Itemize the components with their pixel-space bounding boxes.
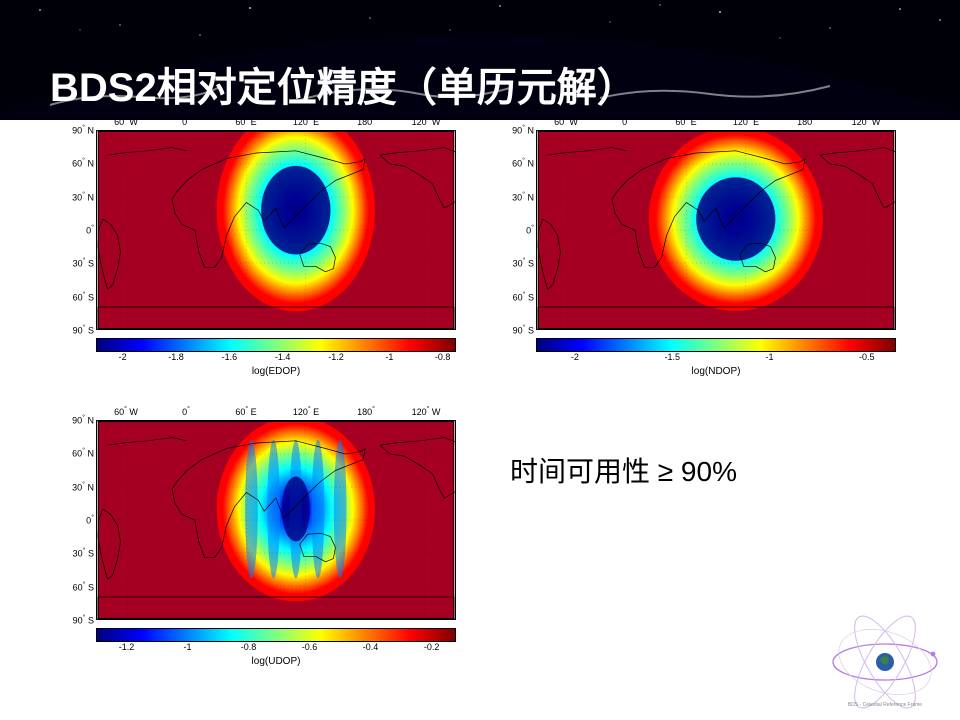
xtick-label: 0° (182, 116, 190, 127)
colorbar-tick: -1.8 (168, 352, 184, 362)
availability-text: 时间可用性 ≥ 90% (510, 450, 920, 490)
colorbar-tick: -1.2 (119, 642, 135, 652)
map-panel-edop: 90° N60° N30° N0°30° S60° S90° S60° W0°6… (60, 130, 460, 348)
xtick-label: 180° (797, 116, 815, 127)
colorbar-gradient (96, 338, 456, 352)
xtick-label: 120° E (733, 116, 759, 127)
colorbar-udop: -1.2 -1 -0.8 -0.6 -0.4 -0.2 log(UDOP) (96, 628, 456, 672)
ytick-label: 30° N (494, 191, 534, 202)
ytick-label: 60° N (494, 158, 534, 169)
xtick-label: 120° E (293, 406, 319, 417)
cell-ndop: 90° N60° N30° N0°30° S60° S90° S60° W0°6… (500, 130, 920, 410)
xtick-label: 120° E (293, 116, 319, 127)
colorbar-ndop: -2 -1.5 -1 -0.5 log(NDOP) (536, 338, 896, 382)
cell-udop: 90° N60° N30° N0°30° S60° S90° S60° W0°6… (60, 420, 480, 700)
colorbar-edop: -2 -1.8 -1.6 -1.4 -1.2 -1 -0.8 log(EDOP) (96, 338, 456, 382)
ytick-label: 0° (54, 515, 94, 526)
ytick-label: 90° N (494, 125, 534, 136)
ytick-label: 90° N (54, 415, 94, 426)
cell-edop: 90° N60° N30° N0°30° S60° S90° S60° W0°6… (60, 130, 480, 410)
xtick-label: 60° W (114, 116, 138, 127)
xtick-label: 180° (357, 116, 375, 127)
xtick-label: 0° (182, 406, 190, 417)
colorbar-gradient (96, 628, 456, 642)
ytick-label: 90° S (54, 325, 94, 336)
ytick-label: 90° N (54, 125, 94, 136)
logo: BDS - Celestial Reference Frame (820, 610, 950, 710)
colorbar-tick: -1 (385, 352, 393, 362)
ytick-label: 90° S (54, 615, 94, 626)
colorbar-tick: -0.2 (424, 642, 440, 652)
colorbar-tick: -2 (571, 352, 579, 362)
ytick-label: 60° S (494, 291, 534, 302)
colorbar-tick: -0.4 (363, 642, 379, 652)
colorbar-gradient (536, 338, 896, 352)
ytick-label: 30° S (494, 258, 534, 269)
map-plot-edop (96, 130, 456, 330)
ytick-label: 60° S (54, 291, 94, 302)
chart-grid: 90° N60° N30° N0°30° S60° S90° S60° W0°6… (60, 130, 920, 700)
colorbar-tick: -0.8 (241, 642, 257, 652)
ytick-label: 90° S (494, 325, 534, 336)
colorbar-tick: -1.5 (664, 352, 680, 362)
xtick-label: 180° (357, 406, 375, 417)
xtick-label: 60° W (114, 406, 138, 417)
ytick-label: 60° N (54, 448, 94, 459)
ytick-label: 30° S (54, 258, 94, 269)
xtick-label: 120° W (412, 116, 441, 127)
ytick-label: 0° (54, 225, 94, 236)
ytick-label: 60° S (54, 581, 94, 592)
map-plot-ndop (536, 130, 896, 330)
colorbar-label: log(UDOP) (96, 656, 456, 667)
ytick-label: 0° (494, 225, 534, 236)
ytick-label: 30° S (54, 548, 94, 559)
map-panel-udop: 90° N60° N30° N0°30° S60° S90° S60° W0°6… (60, 420, 460, 638)
colorbar-label: log(NDOP) (536, 366, 896, 377)
xtick-label: 120° W (852, 116, 881, 127)
xtick-label: 60° E (675, 116, 696, 127)
colorbar-ticks: -2 -1.8 -1.6 -1.4 -1.2 -1 -0.8 (96, 352, 456, 366)
colorbar-tick: -1 (184, 642, 192, 652)
colorbar-tick: -1.4 (275, 352, 291, 362)
map-panel-ndop: 90° N60° N30° N0°30° S60° S90° S60° W0°6… (500, 130, 900, 348)
xtick-label: 60° E (235, 116, 256, 127)
colorbar-label: log(EDOP) (96, 366, 456, 377)
ytick-label: 30° N (54, 481, 94, 492)
colorbar-ticks: -2 -1.5 -1 -0.5 (536, 352, 896, 366)
ytick-label: 30° N (54, 191, 94, 202)
xtick-label: 0° (622, 116, 630, 127)
map-plot-udop (96, 420, 456, 620)
logo-svg: BDS - Celestial Reference Frame (820, 610, 950, 710)
colorbar-tick: -0.6 (302, 642, 318, 652)
colorbar-tick: -1.2 (328, 352, 344, 362)
colorbar-ticks: -1.2 -1 -0.8 -0.6 -0.4 -0.2 (96, 642, 456, 656)
xtick-label: 60° E (235, 406, 256, 417)
colorbar-tick: -0.8 (435, 352, 451, 362)
colorbar-tick: -1 (765, 352, 773, 362)
colorbar-tick: -2 (119, 352, 127, 362)
colorbar-tick: -1.6 (222, 352, 238, 362)
ytick-label: 60° N (54, 158, 94, 169)
xtick-label: 120° W (412, 406, 441, 417)
page-title: BDS2相对定位精度（单历元解） (50, 55, 637, 113)
xtick-label: 60° W (554, 116, 578, 127)
svg-text:BDS - Celestial Reference Fram: BDS - Celestial Reference Frame (848, 702, 922, 708)
colorbar-tick: -0.5 (859, 352, 875, 362)
